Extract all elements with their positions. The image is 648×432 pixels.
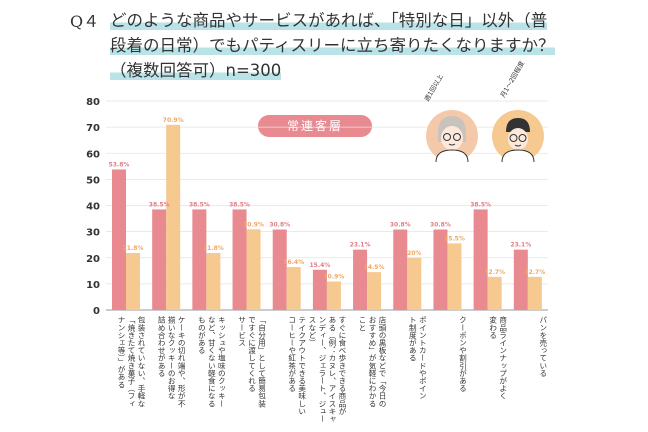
category-label-1: ケーキの切れ端や、形が不 揃いなクッキーのお得な 詰め合わせがある <box>157 316 187 408</box>
bar-series-2-8 <box>447 243 462 310</box>
bar-series-2-7 <box>407 257 422 310</box>
data-label-series-2-3: 30.9% <box>243 221 264 228</box>
data-label-series-1-7: 30.8% <box>390 222 411 229</box>
data-label-series-1-10: 23.1% <box>510 242 531 249</box>
data-label-series-2-7: 20% <box>407 250 421 257</box>
bar-series-2-3 <box>246 229 261 310</box>
bar-series-1-6 <box>353 249 368 310</box>
category-label-4: テイクアウトできる美味しい コーヒーや紅茶がある <box>287 316 307 415</box>
data-label-series-2-9: 12.7% <box>484 269 505 276</box>
data-label-series-2-0: 21.8% <box>123 245 144 252</box>
question-line-2: 段着の日常）でもパティスリーに立ち寄りたくなりますか？ <box>110 36 555 55</box>
persona-monthly-label: 月1〜2回程度 <box>498 59 526 99</box>
data-label-series-2-10: 12.7% <box>524 269 545 276</box>
bar-series-2-2 <box>206 253 221 310</box>
data-label-series-1-3: 38.5% <box>229 201 250 208</box>
y-tick-label: 0 <box>93 306 100 317</box>
persona-weekly-label: 週1回以上 <box>422 72 445 103</box>
data-label-series-2-1: 70.9% <box>163 117 184 124</box>
data-label-series-2-6: 14.5% <box>364 264 385 271</box>
question-number: Q４ <box>70 12 100 31</box>
bar-series-1-1 <box>152 209 167 310</box>
bar-series-2-10 <box>527 276 542 310</box>
data-label-series-1-5: 15.4% <box>309 262 330 269</box>
y-tick-label: 30 <box>86 228 100 239</box>
y-tick-label: 70 <box>86 123 100 134</box>
category-label-10: パンを売っている <box>538 316 548 377</box>
y-tick-label: 40 <box>86 202 100 213</box>
bar-series-2-5 <box>326 281 341 310</box>
question-text: どのような商品やサービスがあれば、「特別な日」以外（普 段着の日常）でもパティス… <box>86 8 626 83</box>
bar-series-1-4 <box>272 229 287 310</box>
bar-series-2-6 <box>367 272 382 310</box>
bar-series-1-10 <box>513 249 528 310</box>
y-tick-label: 80 <box>86 97 100 108</box>
bar-series-1-9 <box>473 209 488 310</box>
y-tick-label: 10 <box>86 280 100 291</box>
segment-badge: 常連客層 <box>258 115 372 137</box>
data-label-series-2-5: 10.9% <box>323 274 344 281</box>
category-label-8: クーポンや割引がある <box>458 316 468 392</box>
bar-series-2-9 <box>487 276 502 310</box>
bar-series-1-5 <box>312 269 327 310</box>
bar-series-1-8 <box>433 229 448 310</box>
category-label-7: ポイントカードやポイン ト制度がある <box>408 316 428 400</box>
data-label-series-1-8: 30.8% <box>430 222 451 229</box>
bar-series-1-0 <box>112 169 126 310</box>
category-label-3: 「自分用」として簡易包装 ですぐに渡してくれる サービス <box>237 316 267 408</box>
bar-series-1-2 <box>192 209 207 310</box>
data-label-series-1-1: 38.5% <box>149 201 170 208</box>
y-tick-label: 20 <box>86 254 100 265</box>
category-label-9: 商品ラインナップがよく 変わる <box>488 316 508 400</box>
bar-series-2-4 <box>286 267 301 310</box>
data-label-series-2-2: 21.8% <box>203 245 224 252</box>
bar-series-1-3 <box>232 209 247 310</box>
y-tick-label: 60 <box>86 149 100 160</box>
category-label-5: すぐに食べ歩きできる商品が ある（例：カヌレ、アイスキャ ンディー、ジェラート、… <box>307 316 347 423</box>
bar-series-2-1 <box>166 124 181 311</box>
data-label-series-1-0: 53.8% <box>109 161 130 168</box>
data-label-series-2-4: 16.4% <box>283 259 304 266</box>
question-line-3: （複数回答可）n=300 <box>110 61 282 80</box>
persona-weekly: 週1回以上 <box>422 72 478 163</box>
data-label-series-1-9: 38.5% <box>470 201 491 208</box>
y-tick-label: 50 <box>86 175 100 186</box>
category-label-6: 店頭の黒板などで「今日の おすすめ」が気軽にわかる こと <box>358 316 388 408</box>
data-label-series-1-2: 38.5% <box>189 201 210 208</box>
data-label-series-1-6: 23.1% <box>350 242 371 249</box>
data-label-series-1-4: 30.8% <box>269 222 290 229</box>
category-label-2: キッシュや塩味のクッキー など、甘くない軽食になる ものがある <box>197 316 227 408</box>
persona-monthly: 月1〜2回程度 <box>492 59 544 163</box>
category-label-0: 包装されていない、手軽な 「焼きたて焼き菓子（フィ ナンシェ等）」がある <box>117 316 146 408</box>
data-label-series-2-8: 25.5% <box>444 235 465 242</box>
bar-series-2-0 <box>126 253 140 310</box>
bar-series-1-7 <box>393 229 408 310</box>
question-line-1: どのような商品やサービスがあれば、「特別な日」以外（普 <box>110 11 548 30</box>
